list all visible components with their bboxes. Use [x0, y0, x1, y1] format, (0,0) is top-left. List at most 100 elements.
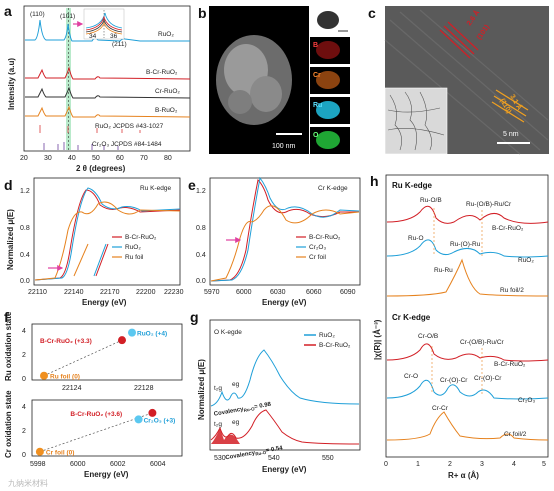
panel-d: d Ru K-edge B-Cr-RuO₂ RuO₂ Ru foil 0.0 0… [4, 177, 184, 307]
panel-e-legend: B-Cr-RuO₂ Cr₂O₃ Cr foil [296, 234, 341, 261]
svg-text:40: 40 [68, 155, 76, 162]
svg-text:6000: 6000 [70, 461, 86, 468]
panel-h: h Ru K-edge Ru-O/B Ru-(O/B)-Ru/Cr Ru-O R… [370, 173, 549, 480]
panel-e-label: e [188, 177, 196, 193]
panel-f-bottom-ylabel: Cr oxidation state [4, 390, 13, 458]
map-Cr: Cr [310, 67, 350, 94]
curve-h-ru-RuO2 [386, 239, 549, 258]
eg-label-bottom: eg [232, 419, 240, 426]
svg-text:Cr₂O₃: Cr₂O₃ [309, 244, 326, 251]
svg-text:70: 70 [140, 155, 148, 162]
curve-RuO2 [25, 19, 190, 42]
panel-b: b 100 nm B Cr Ru O [198, 5, 350, 154]
svg-text:0.0: 0.0 [196, 278, 206, 285]
ru-label-4: Ru-Ru [434, 267, 453, 274]
panel-f: f B-Cr-RuO₂ (+3.3) RuO₂ (+4) Ru foil (0) R… [4, 309, 183, 479]
panel-e-xlabel: Energy (eV) [262, 298, 307, 307]
panel-d-legend: B-Cr-RuO₂ RuO₂ Ru foil [112, 234, 157, 261]
panel-a-label: a [4, 3, 12, 19]
svg-text:0: 0 [384, 461, 388, 468]
legend-a-4: RuO₂ JCPDS #43-1027 [95, 123, 164, 130]
panel-f-bottom-axes [31, 399, 183, 457]
panel-g-axes [209, 319, 361, 451]
area-t2g-eg [211, 428, 240, 444]
f-bottom-point-1 [134, 415, 143, 424]
svg-text:5970: 5970 [204, 289, 220, 296]
f-top-point-label-1: RuO₂ (+4) [137, 331, 167, 338]
svg-text:80: 80 [164, 155, 172, 162]
f-bottom-point-2 [35, 447, 44, 456]
legend-a-1: B-Cr-RuO₂ [146, 69, 178, 76]
svg-text:0.0: 0.0 [20, 278, 30, 285]
svg-text:B: B [313, 42, 318, 49]
svg-text:22230: 22230 [164, 289, 184, 296]
panel-c: c 2.6 Å (101) 3.1 Å (110) 5 nm [368, 5, 549, 155]
f-top-point-1 [128, 328, 136, 337]
svg-text:6090: 6090 [340, 289, 356, 296]
svg-text:5: 5 [542, 461, 546, 468]
ru-label-0: Ru-O/B [420, 197, 442, 204]
watermark: 九纳米材料 [8, 478, 48, 488]
svg-text:3: 3 [480, 461, 484, 468]
f-bottom-point-label-1: Cr₂O₃ (+3) [144, 417, 176, 424]
svg-text:4: 4 [512, 461, 516, 468]
panel-a-ylabel: Intensity (a.u) [7, 58, 16, 110]
panel-a-xlabel: 2 θ (degrees) [76, 164, 126, 173]
curve-d-B-Cr-RuO2 [34, 189, 181, 281]
svg-text:Cr: Cr [313, 72, 321, 79]
panel-h-axes [385, 174, 549, 458]
fft-inset [384, 87, 448, 155]
svg-text:1.2: 1.2 [20, 188, 30, 195]
panel-d-xlabel: Energy (eV) [82, 298, 127, 307]
svg-text:6004: 6004 [150, 461, 166, 468]
panel-h-label: h [370, 173, 379, 189]
svg-text:B-Cr-RuO₂: B-Cr-RuO₂ [309, 234, 341, 241]
ru-kedge-title: Ru K-edge [392, 181, 433, 190]
svg-text:5998: 5998 [30, 461, 46, 468]
ru-legend-0: B-Cr-RuO₂ [492, 225, 524, 232]
legend-a-2: Cr-RuO₂ [155, 88, 180, 95]
svg-text:30: 30 [44, 155, 52, 162]
peak-101: (101) [60, 13, 75, 20]
svg-text:530: 530 [214, 455, 226, 462]
panel-g: g O K-egde t₂g eg t₂g eg CovalencyRu-O= … [190, 309, 361, 474]
cr-label-3: Cr-(O)-Cr [440, 377, 468, 384]
f-bottom-point-label-2: Cr foil (0) [46, 450, 75, 457]
panel-d-title: Ru K-edge [140, 185, 171, 192]
jcpds-Cr2O3-sticks [43, 142, 119, 150]
curve-h-cr-foil [386, 411, 549, 441]
svg-text:60: 60 [116, 155, 124, 162]
svg-text:1: 1 [416, 461, 420, 468]
svg-text:RuO₂: RuO₂ [319, 332, 335, 339]
panel-g-label: g [190, 309, 199, 325]
svg-text:0.8: 0.8 [196, 225, 206, 232]
svg-text:22200: 22200 [136, 289, 156, 296]
f-bottom-point-0 [148, 408, 157, 417]
svg-text:O: O [313, 132, 319, 139]
panel-f-top-points: B-Cr-RuO₂ (+3.3) RuO₂ (+4) Ru foil (0) [40, 328, 167, 381]
scale-label-c: 5 nm [503, 131, 519, 138]
covalency-1: CovalencyRu-O= 0.98 [213, 402, 272, 418]
curve-h-cr-B-Cr-RuO2 [386, 343, 549, 362]
jcpds-RuO2-sticks [39, 125, 141, 133]
svg-text:0: 0 [22, 452, 26, 459]
map-Ru: Ru [310, 97, 350, 124]
ru-label-2: Ru-O [408, 235, 424, 242]
cr-label-5: Cr-Cr [432, 405, 449, 412]
panel-d-yticks: 0.0 0.4 0.8 1.2 [20, 188, 30, 285]
panel-h-ylabel: |χ(R)| (Å⁻³) [373, 319, 382, 360]
curve-g-B-Cr-RuO2 [210, 409, 360, 445]
map-B: B [310, 37, 350, 64]
svg-text:22140: 22140 [64, 289, 84, 296]
svg-text:4: 4 [22, 404, 26, 411]
cr-legend-0: B-Cr-RuO₂ [494, 361, 526, 368]
panel-f-xlabel: Energy (eV) [84, 470, 129, 479]
legend-a-5: Cr₂O₃ JCPDS #84-1484 [92, 141, 162, 148]
panel-f-top-xticks: 22124 22128 [62, 385, 154, 392]
svg-text:CovalencyRu-O= 0.54: CovalencyRu-O= 0.54 [225, 445, 284, 462]
panel-f-top-ylabel: Ru oxidation state [4, 311, 13, 381]
f-bottom-point-label-0: B-Cr-RuO₂ (+3.6) [70, 411, 122, 418]
f-top-point-0 [118, 336, 126, 345]
panel-g-xlabel: Energy (eV) [262, 465, 307, 474]
